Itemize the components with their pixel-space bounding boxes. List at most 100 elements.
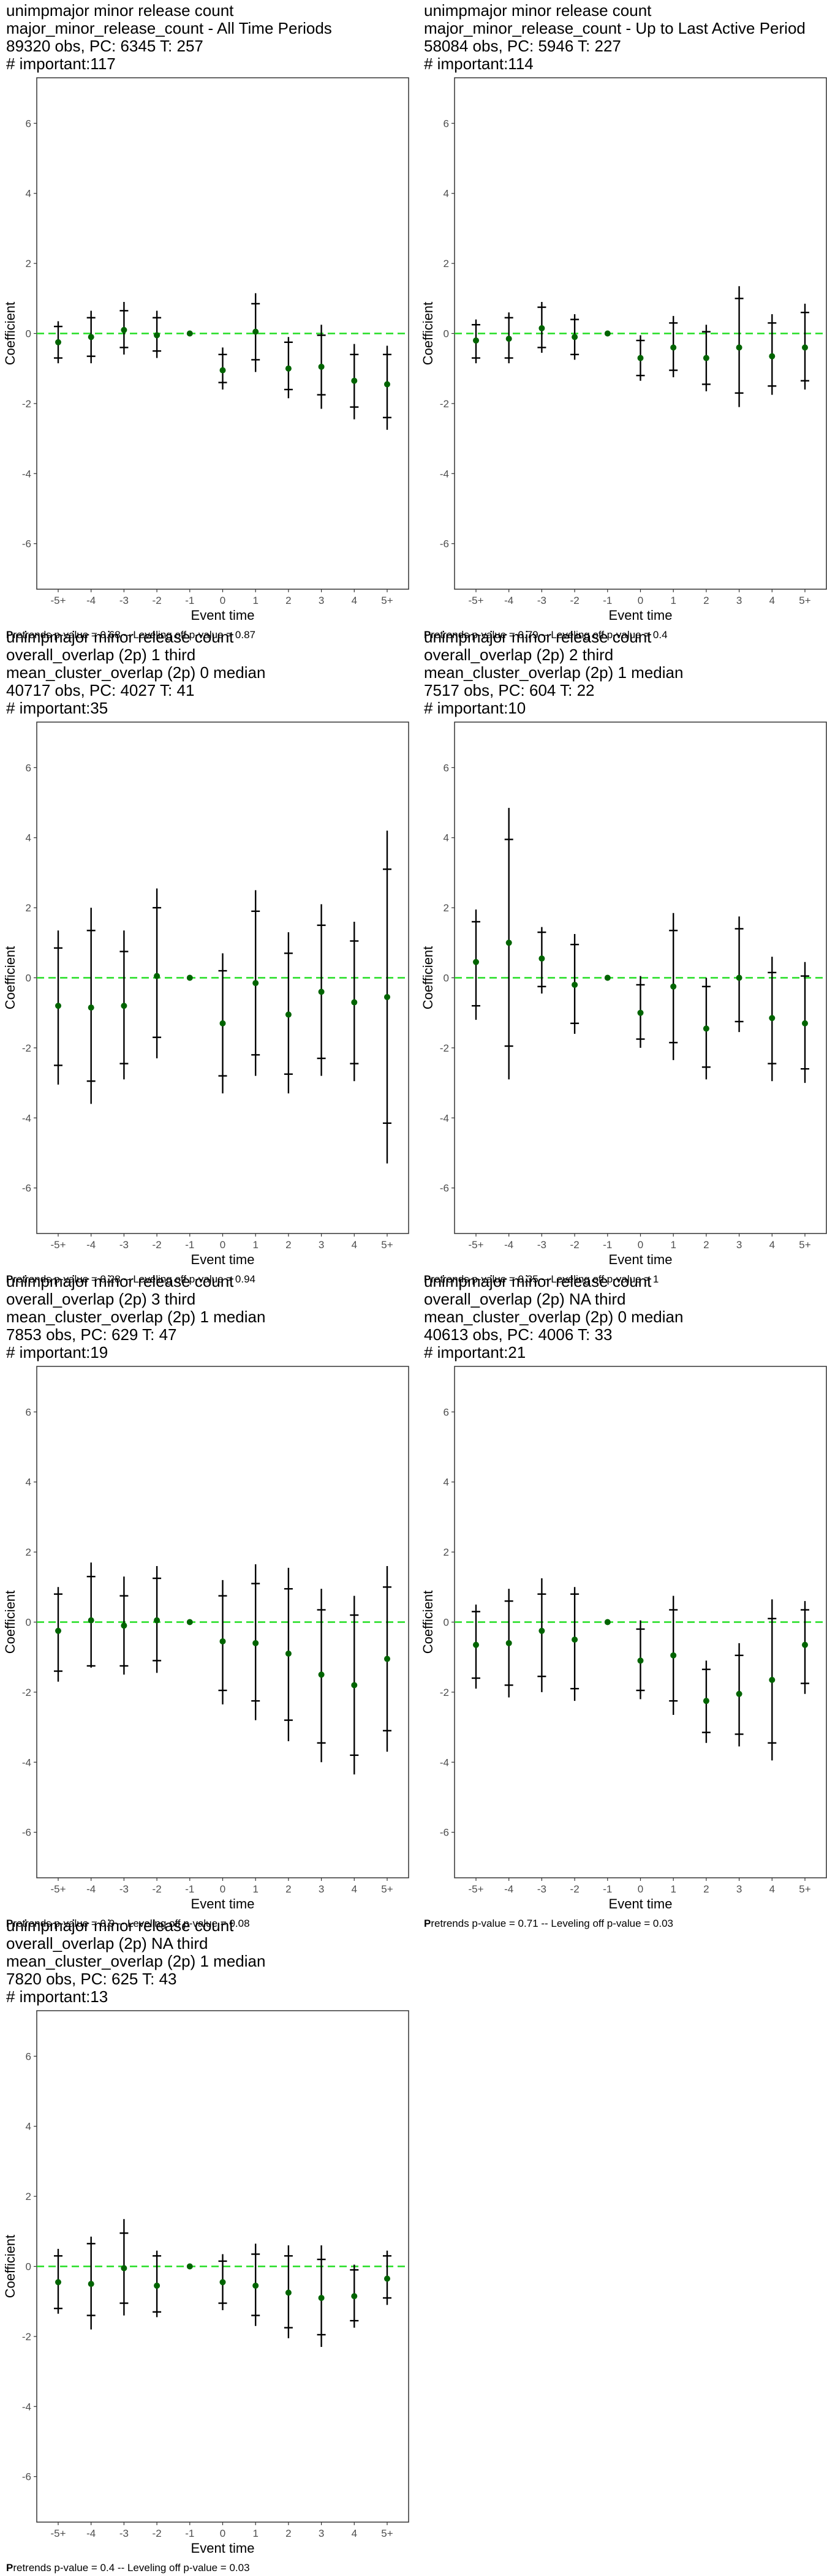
chart-title: unimpmajor minor release count [6,1916,234,1935]
estimate-point [285,365,292,372]
chart-svg: -6 -4 -2 0 2 4 6 Coefficient -5+ -4 -3 -2 -1 0 1 2 3 4 5+ E… [420,77,827,623]
x-tick-label: -3 [119,1883,129,1895]
estimate-point [186,2263,193,2270]
x-tick-label: 4 [769,1239,775,1251]
footnote-text: retrends p-value = 0.28 -- Leveling off … [13,1273,256,1285]
chart-subtitle-line: mean_cluster_overlap (2p) 1 median [6,1308,266,1326]
y-tick-label: 6 [26,118,31,129]
y-tick-label: -6 [22,1827,31,1839]
chart-panel: unimpmajor minor release count overall_ov… [418,628,827,1287]
x-tick-label: 5+ [381,1883,393,1895]
y-tick-label: -6 [22,1183,31,1194]
chart-subtitle-line: # important:114 [424,55,534,73]
estimate-point [384,2275,390,2282]
x-tick-label: -1 [185,2528,194,2539]
chart-subtitle-line: # important:19 [6,1343,108,1361]
y-tick-label: -6 [440,1827,449,1839]
estimate-point [538,325,545,331]
estimate-point [88,2281,94,2288]
estimate-point [802,1020,808,1026]
footnote-text: retrends p-value = 0.68 -- Leveling off … [13,629,256,641]
footnote-initial: P [6,1273,13,1285]
y-tick-label: -2 [22,1042,31,1054]
x-tick-label: 2 [703,1883,709,1895]
chart-subtitle-line: major_minor_release_count - All Time Per… [6,19,332,37]
x-tick-label: -4 [86,595,96,606]
estimate-point [55,2279,61,2286]
chart-panel: unimpmajor minor release count overall_ov… [0,1917,414,2576]
chart-title: unimpmajor minor release count [6,1,234,20]
y-tick-label: 6 [444,1406,449,1418]
chart-panel: unimpmajor minor release count major_mino… [0,0,414,643]
x-tick-label: 1 [670,595,676,606]
x-tick-label: 5+ [799,1883,810,1895]
chart-title-block: unimpmajor minor release count overall_ov… [6,1917,410,2006]
footnote-initial: P [6,1918,13,1929]
estimate-point [572,981,578,988]
x-tick-label: 5+ [381,1239,393,1251]
estimate-point [121,1003,127,1009]
y-tick-label: -4 [22,1112,31,1124]
chart-svg: -6 -4 -2 0 2 4 6 Coefficient -5+ -4 -3 -2 -1 0 1 2 3 4 5+ E… [2,1366,409,1911]
estimate-point [802,344,808,351]
estimate-point [55,1003,61,1009]
footnote-text: retrends p-value = 0.35 -- Leveling off … [431,1273,659,1285]
estimate-point [285,1011,292,1018]
chart-subtitle-line: overall_overlap (2p) NA third [6,1934,208,1953]
chart-subtitle-line: mean_cluster_overlap (2p) 1 median [424,663,684,682]
estimate-point [154,332,160,339]
estimate-point [318,363,325,370]
y-tick-label: 4 [26,188,31,200]
x-tick-label: 1 [252,1883,258,1895]
y-tick-label: 2 [26,2191,31,2202]
x-tick-label: -4 [86,1239,96,1251]
chart-svg: -6 -4 -2 0 2 4 6 Coefficient -5+ -4 -3 -2 -1 0 1 2 3 4 5+ E… [420,721,827,1267]
estimate-point [318,2294,325,2301]
footnote-text: retrends p-value = 0.4 -- Leveling off p… [13,2562,250,2574]
x-tick-label: 3 [319,1883,324,1895]
chart-panel: unimpmajor minor release count major_mino… [418,0,827,643]
estimate-point [670,344,677,351]
estimate-point [572,1636,578,1643]
footnote-initial: P [6,2562,13,2574]
y-tick-label: -4 [22,468,31,480]
x-tick-label: -5+ [50,1239,66,1251]
x-tick-label: 2 [285,1239,291,1251]
y-tick-label: -2 [440,398,449,410]
y-tick-label: 2 [26,1546,31,1558]
y-tick-label: 2 [26,902,31,914]
y-tick-label: 4 [444,1477,449,1488]
estimate-point [384,1655,390,1662]
y-axis-label: Coefficient [2,2235,18,2299]
estimate-point [384,993,390,1000]
estimate-point [88,1004,94,1011]
y-tick-label: 6 [26,762,31,774]
chart-title: unimpmajor minor release count [424,628,652,646]
chart-title: unimpmajor minor release count [6,1272,234,1290]
chart-subtitle-line: 58084 obs, PC: 5946 T: 227 [424,37,621,55]
x-tick-label: -1 [185,1883,194,1895]
chart-svg: -6 -4 -2 0 2 4 6 Coefficient -5+ -4 -3 -2 -1 0 1 2 3 4 5+ E… [420,1366,827,1911]
x-tick-label: 1 [252,1239,258,1251]
chart-subtitle-line: overall_overlap (2p) 2 third [424,646,614,664]
y-tick-label: 0 [26,328,31,340]
estimate-point [186,974,193,981]
x-tick-label: 2 [703,595,709,606]
y-tick-label: 2 [444,258,449,269]
estimate-point [736,344,742,351]
x-tick-label: -2 [153,1883,162,1895]
chart-panel: unimpmajor minor release count overall_ov… [0,628,414,1287]
estimate-point [505,940,512,946]
x-tick-label: -5+ [50,595,66,606]
chart-title-block: unimpmajor minor release count overall_ov… [6,1273,410,1361]
x-tick-label: -3 [119,2528,129,2539]
estimate-point [154,1617,160,1624]
y-tick-label: -4 [440,1757,449,1768]
y-tick-label: 0 [26,2261,31,2273]
y-tick-label: -4 [440,468,449,480]
y-tick-label: 4 [26,832,31,844]
x-tick-label: -2 [570,1883,580,1895]
estimate-point [769,1015,776,1022]
x-tick-label: -1 [603,1239,612,1251]
estimate-point [473,958,479,965]
